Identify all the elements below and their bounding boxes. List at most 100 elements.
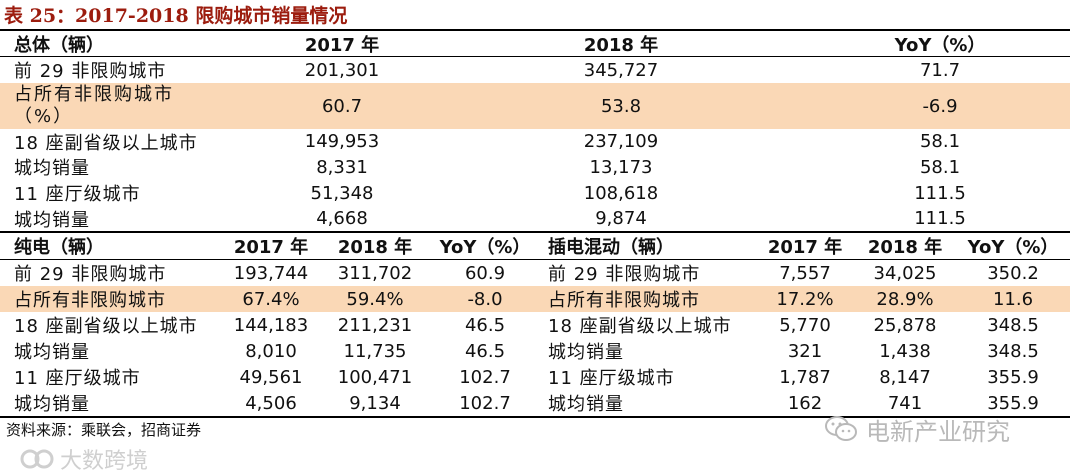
phev-value-yoy: 355.9 [987,392,1039,414]
ev-value-2017: 193,744 [233,262,309,284]
value-yoy: 71.7 [919,59,961,81]
phev-value-2017: 162 [787,392,823,414]
phev-row-label: 11 座厅级城市 [548,368,675,389]
ev-row-label: 城均销量 [14,394,90,415]
value-2018: 108,618 [583,182,659,204]
table-row: 18 座副省级以上城市 149,953 237,109 58.1 [0,129,1070,154]
value-2017: 201,301 [304,59,380,81]
mid-rule [0,231,1070,233]
ev-value-2017: 49,561 [239,366,303,388]
value-2017: 51,348 [310,182,374,204]
ev-value-2018: 11,735 [343,340,407,362]
ev-value-2017: 67.4% [242,288,300,310]
phev-header-2018: 2018 年 [867,237,943,258]
phev-value-2017: 1,787 [779,366,831,388]
phev-value-2017: 7,557 [779,262,831,284]
phev-value-2017: 321 [787,340,823,362]
ev-value-2018: 9,134 [349,392,401,414]
table-row: 前 29 非限购城市 201,301 345,727 71.7 [0,57,1070,83]
phev-row-label: 城均销量 [548,342,624,363]
phev-value-yoy: 350.2 [987,262,1039,284]
ev-value-2018: 311,702 [337,262,413,284]
source-note: 资料来源：乘联会，招商证券 [6,421,202,439]
value-2018: 237,109 [583,131,659,152]
value-2018: 13,173 [589,156,653,178]
ev-row-label: 11 座厅级城市 [14,368,141,389]
split-header-rule [0,259,1070,260]
value-2017: 4,668 [316,208,368,229]
row-label: 占所有非限购城市（%） [14,84,174,127]
phev-header-yoy: YoY（%） [967,237,1059,258]
total-header-rule [0,56,1070,57]
table-row: 18 座副省级以上城市 144,183 211,231 46.5 18 座副省级… [0,312,1070,338]
table-row: 11 座厅级城市 49,561 100,471 102.7 11 座厅级城市 1… [0,364,1070,390]
value-2017: 60.7 [321,95,363,117]
wechat-icon [825,416,857,441]
ev-header-2017: 2017 年 [233,237,309,258]
phev-row-label: 18 座副省级以上城市 [548,316,732,337]
total-header-2018: 2018 年 [583,35,659,56]
phev-value-yoy: 348.5 [987,314,1039,336]
row-label: 城均销量 [14,209,90,231]
phev-value-2018: 34,025 [873,262,937,284]
value-yoy: 58.1 [919,131,961,152]
ev-value-2017: 8,010 [245,340,297,362]
table-row-highlight: 占所有非限购城市 67.4% 59.4% -8.0 占所有非限购城市 17.2%… [0,286,1070,312]
value-2017: 149,953 [304,131,380,152]
ev-value-yoy: 46.5 [464,314,506,336]
ev-row-label: 占所有非限购城市 [14,290,166,311]
ev-value-2017: 4,506 [245,392,297,414]
bottom-rule [0,416,1070,418]
table-row: 城均销量 4,668 9,874 111.5 [0,206,1070,231]
value-yoy: 111.5 [914,208,966,229]
total-header-label: 总体（辆） [14,35,104,56]
phev-row-label: 城均销量 [548,394,624,415]
value-yoy: -6.9 [922,95,958,117]
ev-value-yoy: 102.7 [459,392,511,414]
phev-header-label: 插电混动（辆） [548,237,674,258]
ev-value-2018: 59.4% [346,288,404,310]
table-row: 前 29 非限购城市 193,744 311,702 60.9 前 29 非限购… [0,260,1070,286]
phev-header-2017: 2017 年 [767,237,843,258]
watermark-right: 电新产业研究 [824,410,1010,448]
ev-header-yoy: YoY（%） [439,237,531,258]
value-yoy: 58.1 [919,156,961,178]
ev-value-yoy: 46.5 [464,340,506,362]
phev-value-2017: 5,770 [779,314,831,336]
phev-value-yoy: 348.5 [987,340,1039,362]
total-header-yoy: YoY（%） [894,35,986,56]
ev-value-yoy: 102.7 [459,366,511,388]
watermark-right-text: 电新产业研究 [866,417,1010,446]
watermark-left-text: 大数跨境 [60,449,149,474]
ev-value-2018: 211,231 [337,314,413,336]
ev-value-yoy: 60.9 [464,262,506,284]
ev-value-yoy: -8.0 [467,288,503,310]
table-row: 城均销量 8,010 11,735 46.5 城均销量 321 1,438 34… [0,338,1070,364]
ev-row-label: 城均销量 [14,342,90,363]
phev-value-2018: 8,147 [879,366,931,388]
ev-value-2018: 100,471 [337,366,413,388]
phev-value-2017: 17.2% [776,288,834,310]
row-label: 城均销量 [14,158,90,179]
row-label: 11 座厅级城市 [14,184,141,205]
split-header-row: 纯电（辆） 2017 年 2018 年 YoY（%） 插电混动（辆） 2017 … [0,233,1070,259]
ev-header-2018: 2018 年 [337,237,413,258]
value-yoy: 111.5 [914,182,966,204]
value-2017: 8,331 [316,156,368,178]
phev-value-yoy: 355.9 [987,366,1039,388]
table-row-highlight: 占所有非限购城市（%） 60.7 53.8 -6.9 [0,83,1070,129]
phev-value-2018: 25,878 [873,314,937,336]
ev-row-label: 18 座副省级以上城市 [14,316,198,337]
table-row: 城均销量 8,331 13,173 58.1 [0,154,1070,180]
phev-value-yoy: 11.6 [992,288,1034,310]
phev-row-label: 前 29 非限购城市 [548,264,701,285]
phev-row-label: 占所有非限购城市 [548,290,700,311]
ev-header-label: 纯电（辆） [14,237,104,258]
phev-value-2018: 1,438 [879,340,931,362]
table-row: 11 座厅级城市 51,348 108,618 111.5 [0,180,1070,206]
brand-logo-icon [20,449,54,469]
ev-row-label: 前 29 非限购城市 [14,264,167,285]
table-title: 表 25：2017-2018 限购城市销量情况 [4,5,348,27]
value-2018: 53.8 [600,95,642,117]
phev-value-2018: 28.9% [876,288,934,310]
